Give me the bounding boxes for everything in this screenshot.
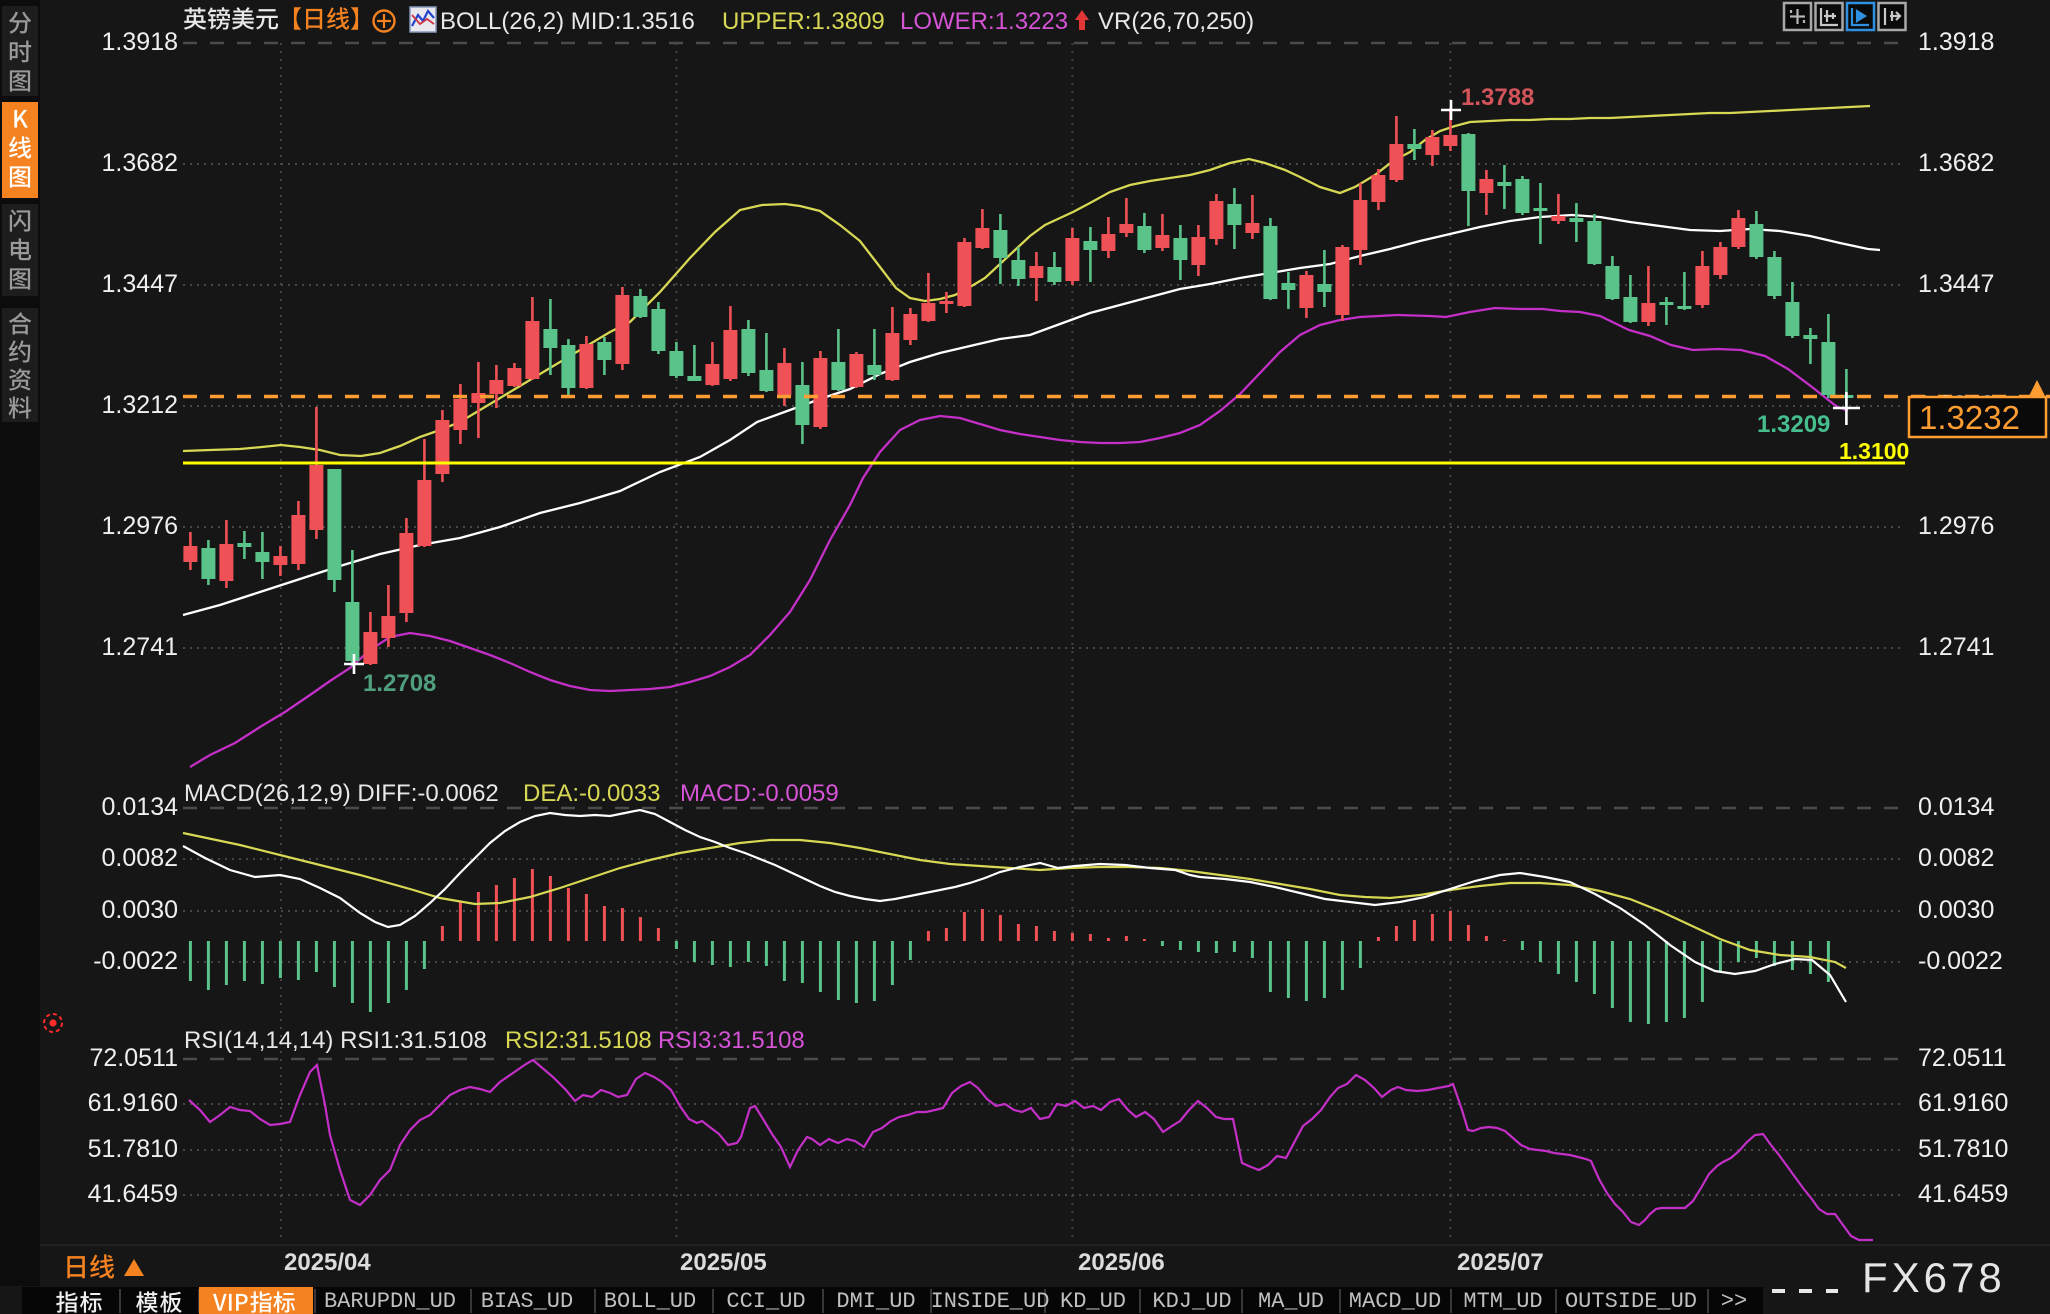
svg-text:1.3232: 1.3232 (1919, 399, 2020, 436)
